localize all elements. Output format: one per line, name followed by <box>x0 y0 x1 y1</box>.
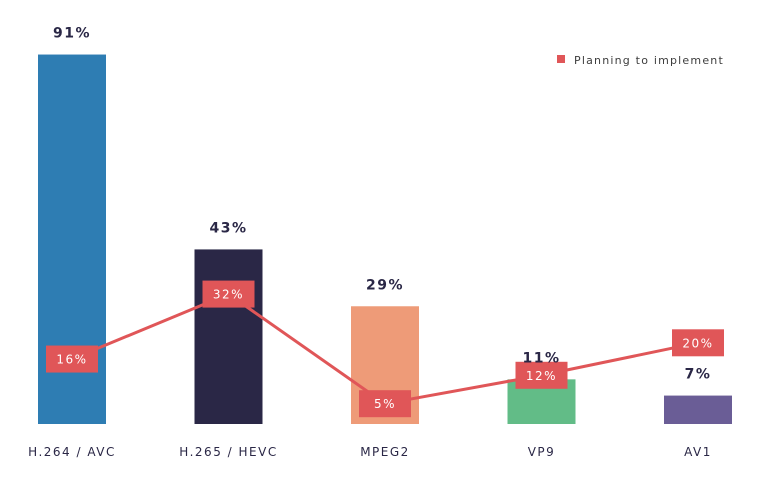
bar-value-label-1: 91% <box>53 26 91 42</box>
category-label-1: H.264 / AVC <box>28 445 116 459</box>
line-point-4: 12% <box>515 361 568 389</box>
line-point-box-3 <box>359 390 411 418</box>
line-point-5: 20% <box>672 329 724 357</box>
bar-value-label-3: 29% <box>366 277 404 293</box>
line-point-label-4: 12% <box>526 369 557 383</box>
bar-5 <box>664 395 732 424</box>
line-series-group: 16% 32% 5% 12% 20% <box>46 280 724 418</box>
line-point-1: 16% <box>46 345 98 373</box>
line-point-label-5: 20% <box>682 336 713 350</box>
line-point-2: 32% <box>202 280 255 308</box>
line-point-label-3: 5% <box>374 397 396 411</box>
category-label-5: AV1 <box>684 445 712 459</box>
bar-value-label-5: 7% <box>685 367 712 383</box>
bar-value-label-2: 43% <box>209 220 247 236</box>
legend-marker <box>557 55 565 63</box>
line-point-box-1 <box>46 345 98 373</box>
category-label-4: VP9 <box>528 445 556 459</box>
line-point-label-1: 16% <box>56 353 87 367</box>
bar-2 <box>194 249 263 424</box>
line-point-box-2 <box>202 280 255 308</box>
labels-group: 91% 43% 29% 11% 7% H.264 / AVC H.265 / HEVC MPE… <box>28 26 712 459</box>
line-point-label-2: 32% <box>213 288 244 302</box>
line-point-box-4 <box>515 361 568 389</box>
line-point-3: 5% <box>359 390 411 418</box>
bars-group <box>38 54 732 424</box>
bar-value-label-4: 11% <box>522 350 560 366</box>
category-label-2: H.265 / HEVC <box>179 445 277 459</box>
line-point-box-5 <box>672 329 724 357</box>
category-label-3: MPEG2 <box>360 445 410 459</box>
legend: Planning to implement <box>557 54 724 67</box>
legend-label: Planning to implement <box>574 54 724 67</box>
